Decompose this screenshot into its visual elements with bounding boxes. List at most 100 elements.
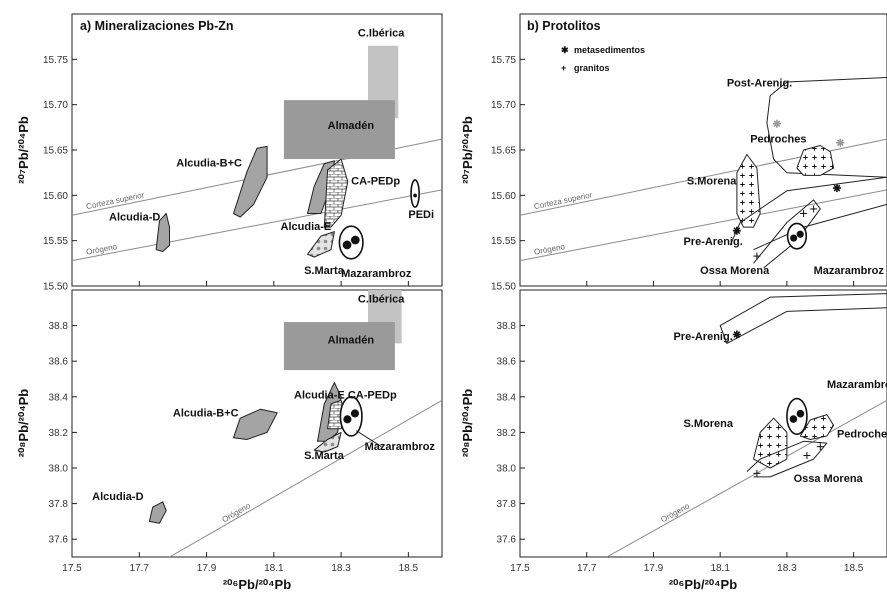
xtick-label: 18.3 <box>331 563 351 574</box>
field-label: Alcudia-E <box>281 221 332 233</box>
field-dot <box>796 230 804 238</box>
field-label: Ossa Morena <box>700 265 770 277</box>
ytick-label: 38.2 <box>497 428 517 439</box>
ytick-label: 15.65 <box>43 146 68 157</box>
field-alcudia-b-c <box>233 408 278 440</box>
panel-a-top-plot: Corteza superiorOrógenoC.IbéricaAlmadénA… <box>72 28 442 280</box>
legend-granitos-marker: + <box>561 63 566 73</box>
ytick-label: 38.8 <box>497 321 517 332</box>
field-pedroches <box>799 414 835 440</box>
field-mazarambroz <box>786 222 808 250</box>
field-mazarambroz <box>339 396 363 437</box>
panel-b-bottom-frame <box>519 289 887 558</box>
field-label: Pre-Arenig. <box>683 236 742 248</box>
ytick-label: 15.60 <box>491 191 516 202</box>
field-alcudia-d <box>155 213 170 252</box>
ytick-label: 38.0 <box>49 464 69 475</box>
field-label: S.Morena <box>683 418 733 430</box>
xtick-label: 17.9 <box>197 563 217 574</box>
xtick-label: 18.5 <box>844 563 864 574</box>
field-label: Pedroches <box>750 134 806 146</box>
field-almad-n <box>283 100 395 160</box>
field-dot <box>350 235 360 245</box>
point-granitos <box>753 469 761 477</box>
ytick-label: 37.8 <box>497 499 517 510</box>
field-label: Alcudia-D <box>109 212 160 224</box>
reference-line-label: Corteza superior <box>533 190 593 211</box>
field-s-marta <box>307 231 335 258</box>
field-mazarambroz <box>786 397 808 435</box>
field-dot <box>350 409 359 418</box>
field-label: Mazarambroz <box>814 265 885 277</box>
reference-line <box>72 189 442 262</box>
field-label: Mazarambroz <box>341 268 412 280</box>
b-bottom-ylabel: ²⁰⁸Pb/²⁰⁴Pb <box>460 389 475 458</box>
point-metasedimentos <box>832 184 841 193</box>
ytick-label: 38.2 <box>49 428 69 439</box>
field-alcudia-b-c <box>233 145 268 218</box>
ytick-label: 38.0 <box>497 464 517 475</box>
field-label: Alcudia-B+C <box>173 407 239 419</box>
field-s-morena <box>736 154 761 228</box>
ytick-label: 15.60 <box>43 191 68 202</box>
xtick-label: 17.5 <box>62 563 82 574</box>
field-ossa-morena <box>746 440 828 478</box>
a-xlabel: ²⁰⁶Pb/²⁰⁴Pb <box>223 577 291 592</box>
field-pedroches <box>796 145 835 176</box>
ytick-label: 15.50 <box>491 282 516 293</box>
field-dot <box>413 193 417 198</box>
xtick-label: 18.5 <box>399 563 419 574</box>
field-label: CA-PEDp <box>348 390 397 402</box>
field-ossa-morena <box>753 199 821 269</box>
ytick-label: 37.8 <box>49 499 69 510</box>
field-label: PEDi <box>408 209 434 221</box>
xtick-label: 17.7 <box>577 563 597 574</box>
ytick-label: 38.4 <box>497 392 517 403</box>
field-dot <box>790 234 798 242</box>
reference-line-label: Corteza superior <box>85 190 145 211</box>
ytick-label: 15.75 <box>491 55 516 66</box>
ytick-label: 38.6 <box>49 357 69 368</box>
field-mazarambroz <box>338 225 364 260</box>
field-ca-pedp <box>323 158 349 228</box>
field-label: Almadén <box>328 334 375 346</box>
panel-b-top-plot: Corteza superiorOrógenoPost-Arenig.Pedro… <box>520 77 887 277</box>
field-label: C.Ibérica <box>358 293 405 305</box>
point-granitos <box>753 252 761 260</box>
reference-line <box>520 189 887 262</box>
xtick-label: 18.3 <box>777 563 797 574</box>
xtick-label: 18.1 <box>710 563 730 574</box>
ytick-label: 15.75 <box>43 55 68 66</box>
reference-line <box>169 399 442 557</box>
ytick-label: 38.8 <box>49 321 69 332</box>
xtick-label: 17.5 <box>510 563 530 574</box>
panel-a-bottom-frame <box>71 289 443 558</box>
field-pre-arenig- <box>719 293 887 344</box>
panel-b-title: b) Protolitos <box>527 19 601 33</box>
reference-line <box>606 399 887 557</box>
field-label: CA-PEDp <box>351 175 400 187</box>
field-label: Ossa Morena <box>794 473 864 485</box>
field-label: C.Ibérica <box>358 28 405 40</box>
panel-a-title: a) Mineralizaciones Pb-Zn <box>80 19 234 33</box>
field-label: S.Marta <box>304 450 345 462</box>
a-top-ylabel: ²⁰⁷Pb/²⁰⁴Pb <box>16 116 31 184</box>
xtick-label: 17.7 <box>130 563 150 574</box>
point-metasedimentos <box>836 138 845 147</box>
point-metasedimentos <box>772 119 781 128</box>
panel-a-bottom-plot: OrógenoC.IbéricaAlmadénAlcudia-B+CAlcudi… <box>92 290 442 557</box>
field-label: Mazarambroz <box>365 441 436 453</box>
point-metasedimentos <box>732 330 741 339</box>
field-label: Alcudia-E <box>294 390 345 402</box>
ytick-label: 38.4 <box>49 392 69 403</box>
field-dot <box>789 415 798 423</box>
legend-metasedimentos-label: metasedimentos <box>574 45 645 55</box>
b-xlabel: ²⁰⁶Pb/²⁰⁴Pb <box>669 577 737 592</box>
xtick-label: 17.9 <box>644 563 664 574</box>
ytick-label: 15.55 <box>491 236 516 247</box>
axes-layer: 15.50 15.55 15.60 15.65 15.70 15.75 37.6 37.8 38… <box>43 55 864 574</box>
ytick-label: 15.70 <box>43 100 68 111</box>
field-label: Pedroches <box>837 429 887 441</box>
field-alcudia-d <box>148 501 167 524</box>
